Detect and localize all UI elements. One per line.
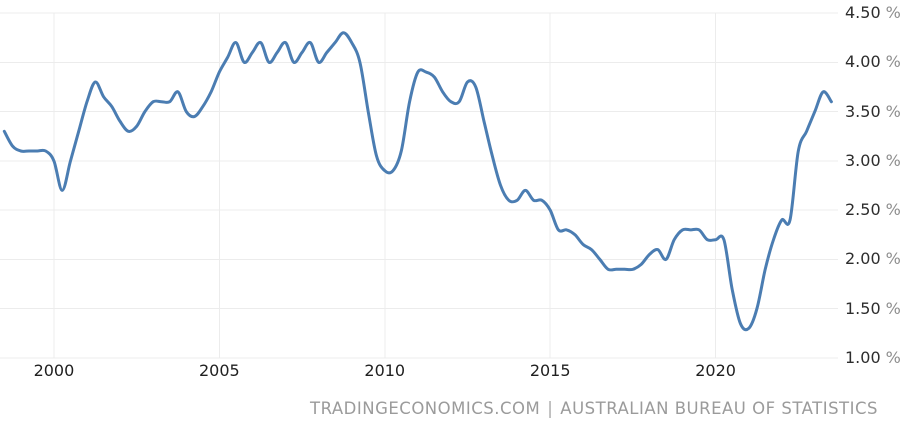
- y-axis-tick-label: 1.50%: [845, 299, 900, 319]
- y-axis-tick-label: 3.00%: [845, 151, 900, 171]
- percent-sign: %: [885, 200, 900, 220]
- series-line: [2, 31, 833, 332]
- y-tick-value: 2.00: [845, 249, 881, 269]
- attribution-bar: TRADINGECONOMICS.COM | AUSTRALIAN BUREAU O…: [310, 399, 878, 419]
- percent-sign: %: [885, 249, 900, 269]
- x-axis-tick-label: 2005: [198, 361, 240, 380]
- percent-sign: %: [885, 150, 900, 170]
- y-tick-value: 3.00: [845, 150, 881, 170]
- y-axis-tick-label: 4.50%: [845, 3, 900, 23]
- x-axis-tick-label: 2000: [33, 361, 75, 380]
- y-tick-value: 1.00: [845, 348, 881, 367]
- percent-sign: %: [885, 101, 900, 121]
- percent-sign: %: [885, 52, 900, 72]
- y-axis-tick-label: 3.50%: [845, 102, 900, 122]
- y-tick-value: 4.50: [845, 3, 881, 22]
- y-tick-value: 1.50: [845, 298, 881, 318]
- y-tick-value: 2.50: [845, 200, 881, 220]
- y-tick-value: 3.50: [845, 101, 881, 121]
- y-axis-tick-label: 4.00%: [845, 52, 900, 72]
- percent-sign: %: [885, 3, 900, 22]
- data-source-label: AUSTRALIAN BUREAU OF STATISTICS: [560, 399, 878, 418]
- tradingeconomics-link[interactable]: TRADINGECONOMICS.COM: [310, 399, 541, 418]
- y-axis-tick-label: 1.00%: [845, 348, 900, 368]
- x-axis-tick-label: 2020: [695, 361, 736, 380]
- attribution-separator: |: [547, 399, 554, 418]
- x-axis-tick-label: 2010: [364, 361, 406, 380]
- x-axis-tick-label: 2015: [529, 361, 571, 380]
- y-axis-tick-label: 2.50%: [845, 200, 900, 220]
- percent-sign: %: [885, 298, 900, 318]
- percent-sign: %: [885, 348, 900, 367]
- y-axis-tick-label: 2.00%: [845, 249, 900, 269]
- y-tick-value: 4.00: [845, 52, 881, 72]
